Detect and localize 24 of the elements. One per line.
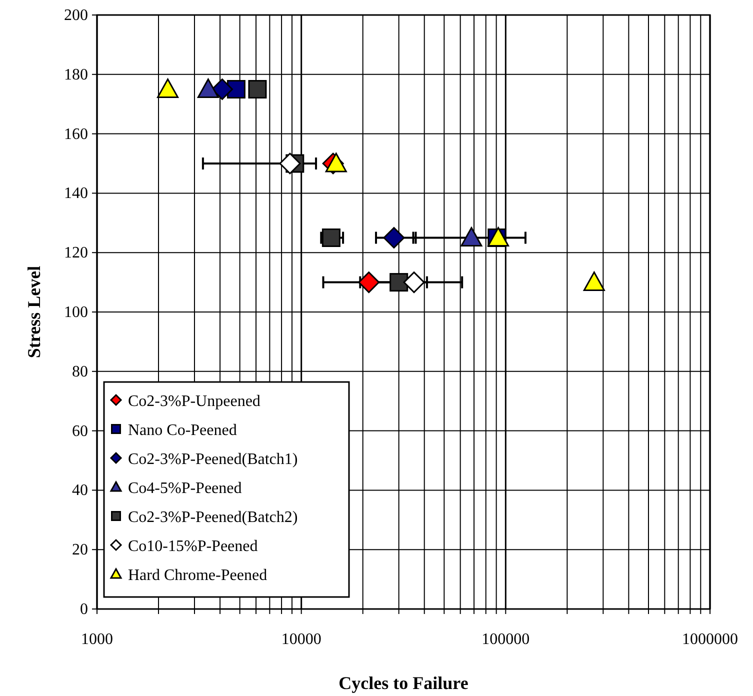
- x-axis-title: Cycles to Failure: [338, 673, 468, 693]
- legend-label: Co2-3%P-Unpeened: [128, 393, 260, 410]
- x-tick-label: 100000: [482, 631, 530, 648]
- y-tick-label: 40: [72, 482, 88, 500]
- y-tick-label: 80: [72, 363, 88, 380]
- legend-label: Nano Co-Peened: [128, 422, 237, 439]
- x-tick-label: 1000: [81, 631, 113, 648]
- legend-label: Co2-3%P-Peened(Batch1): [128, 451, 298, 468]
- y-tick-label: 100: [64, 304, 88, 321]
- y-tick-label: 120: [64, 244, 88, 262]
- y-axis-title: Stress Level: [24, 266, 44, 358]
- y-tick-label: 180: [64, 66, 88, 84]
- x-tick-label: 1000000: [682, 631, 738, 648]
- legend-label: Co10-15%P-Peened: [128, 538, 258, 555]
- y-tick-label: 20: [72, 542, 88, 559]
- y-tick-label: 0: [80, 601, 88, 618]
- legend-label: Co2-3%P-Peened(Batch2): [128, 509, 298, 526]
- y-tick-label: 60: [72, 422, 88, 440]
- y-tick-label: 200: [64, 7, 88, 24]
- legend-label: Co4-5%P-Peened: [128, 480, 242, 497]
- y-tick-label: 160: [64, 126, 88, 143]
- y-tick-label: 140: [64, 185, 88, 202]
- legend-label: Hard Chrome-Peened: [128, 567, 268, 584]
- x-tick-label: 10000: [281, 631, 322, 648]
